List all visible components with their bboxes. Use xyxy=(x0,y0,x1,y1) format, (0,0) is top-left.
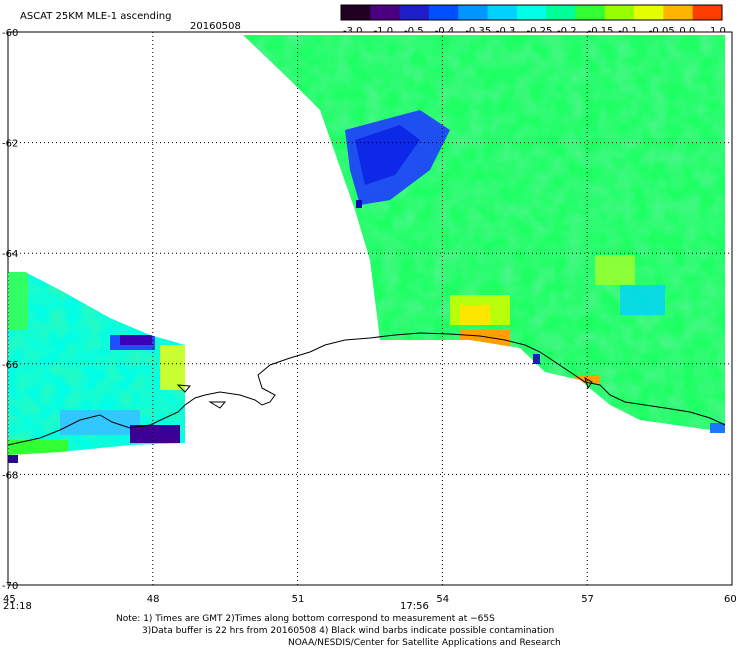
x-axis-ticks: 45 48 51 54 57 60 xyxy=(3,594,737,605)
colorbar-swatch xyxy=(634,5,664,20)
x-tick-label: 45 xyxy=(3,594,16,605)
colorbar-swatch xyxy=(341,5,371,20)
data-cell-dark xyxy=(356,200,362,208)
colorbar-swatch xyxy=(575,5,606,20)
time-label-left: 21:18 xyxy=(3,601,32,612)
colorbar-swatch xyxy=(428,5,459,20)
colorbar-swatch xyxy=(516,5,547,20)
map-title: ASCAT 25KM MLE-1 ascending xyxy=(20,11,171,22)
data-cell-blue xyxy=(710,423,725,433)
map-date: 20160508 xyxy=(190,21,241,32)
y-tick-label: -70 xyxy=(2,581,18,592)
y-tick-label: -68 xyxy=(2,470,18,481)
x-tick-label: 51 xyxy=(292,594,305,605)
colorbar-swatch xyxy=(692,5,723,20)
y-tick-label: -62 xyxy=(2,139,18,150)
colorbar-swatch xyxy=(370,5,401,20)
graticule xyxy=(7,31,733,586)
colorbar-swatch xyxy=(663,5,694,20)
data-cell-dark xyxy=(8,455,18,463)
x-tick-label: 48 xyxy=(147,594,160,605)
note-line-1: Note: 1) Times are GMT 2)Times along bot… xyxy=(116,614,495,624)
x-tick-label: 54 xyxy=(436,594,449,605)
time-label-middle: 17:56 xyxy=(400,601,429,612)
coastline-island xyxy=(176,376,593,409)
colorbar-swatch xyxy=(487,5,518,20)
y-tick-label: -64 xyxy=(2,249,18,260)
x-tick-label: 57 xyxy=(581,594,594,605)
y-axis-ticks: -60 -62 -64 -66 -68 -70 xyxy=(2,28,18,592)
colorbar-swatch xyxy=(546,5,576,20)
data-cell-dark xyxy=(533,354,540,364)
coastline xyxy=(7,332,726,446)
note-line-2: 3)Data buffer is 22 hrs from 20160508 4)… xyxy=(142,626,555,636)
colorbar-frame xyxy=(340,4,723,21)
note-line-3: NOAA/NESDIS/Center for Satellite Applica… xyxy=(288,638,561,648)
colorbar-swatch xyxy=(458,5,489,20)
colorbar-swatch xyxy=(604,5,635,20)
y-tick-label: -66 xyxy=(2,360,18,371)
colorbar-swatch xyxy=(399,5,430,20)
y-tick-label: -60 xyxy=(2,28,18,39)
x-tick-label: 60 xyxy=(724,594,737,605)
